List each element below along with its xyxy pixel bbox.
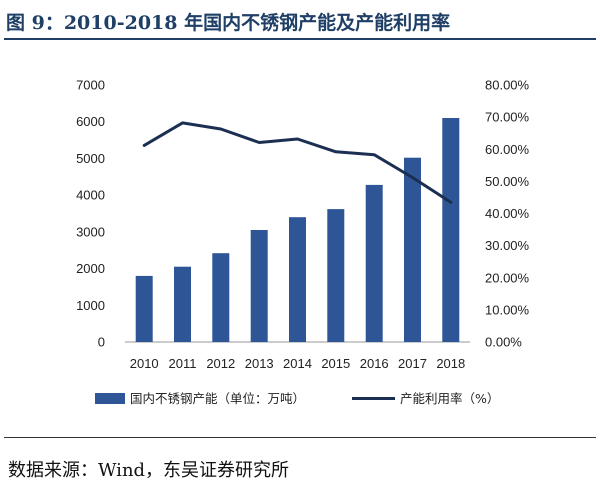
x-tick-label: 2017 [398,356,427,371]
capacity-bar-2014 [289,217,306,342]
x-tick-label: 2011 [169,356,197,371]
capacity-bar-2015 [327,209,345,342]
y-right-tick-label: 50.00% [485,174,530,189]
legend-line-label: 产能利用率（%） [400,391,499,406]
source-note: 数据来源：Wind，东吴证券研究所 [8,460,290,481]
y-left-tick-label: 7000 [76,78,105,93]
legend-bar-label: 国内不锈钢产能（单位：万吨） [130,391,305,406]
source-divider [4,437,596,438]
y-right-tick-label: 60.00% [485,142,530,157]
capacity-bar-2016 [365,184,383,342]
capacity-bar-2018 [442,118,460,342]
y-left-tick-label: 4000 [76,188,105,203]
x-tick-label: 2010 [130,356,159,371]
y-left-tick-label: 1000 [76,298,105,313]
x-tick-label: 2012 [206,356,235,371]
capacity-bar-2011 [174,266,191,342]
x-tick-label: 2018 [436,356,465,371]
capacity-bar-2017 [404,157,421,342]
capacity-bar-2013 [250,230,268,342]
y-right-tick-label: 80.00% [485,78,530,93]
utilization-line [142,121,453,204]
y-right-tick-label: 20.00% [485,270,530,285]
capacity-bar-2010 [135,275,153,342]
y-left-tick-label: 0 [98,335,105,350]
y-left-tick-label: 6000 [76,114,105,129]
x-tick-label: 2014 [283,356,312,371]
chart-title: 图 9：2010-2018 年国内不锈钢产能及产能利用率 [6,12,451,34]
y-left-tick-label: 2000 [76,261,105,276]
y-right-tick-label: 0.00% [485,335,522,350]
x-tick-label: 2016 [360,356,389,371]
chart: 0 1000 2000 3000 4000 5000 6000 7000 0.00% 10.00… [76,78,530,407]
title-divider [4,38,596,40]
x-tick-label: 2013 [245,356,274,371]
y-left-tick-label: 3000 [76,224,105,239]
y-right-tick-label: 30.00% [485,238,530,253]
y-right-tick-label: 40.00% [485,206,530,221]
legend-bar-swatch [95,393,125,404]
y-right-tick-label: 70.00% [485,110,530,125]
y-right-tick-label: 10.00% [485,302,530,317]
x-tick-label: 2015 [321,356,350,371]
y-left-tick-label: 5000 [76,151,105,166]
capacity-bar-2012 [212,253,230,342]
